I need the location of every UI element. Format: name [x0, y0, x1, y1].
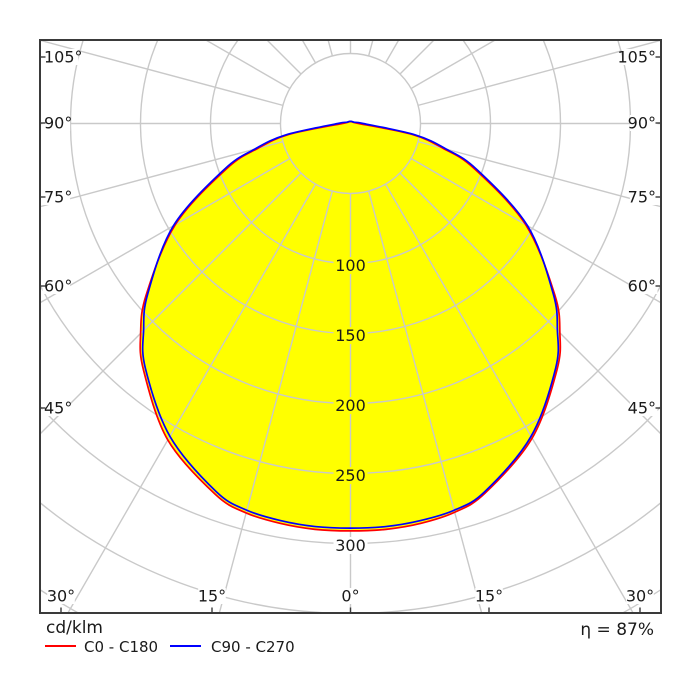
angle-label-bg: [629, 115, 658, 131]
grid-radial-345: [218, 190, 334, 612]
grid-radial-300: [41, 157, 291, 303]
ring-label-bg: [333, 537, 368, 554]
angle-label-left: 45°: [44, 399, 72, 418]
grid-radial-285: [41, 140, 284, 208]
angle-label-left: 105°: [44, 48, 83, 67]
angle-label-bottom: 15°: [475, 587, 503, 606]
ring-label: 150: [335, 326, 366, 345]
angle-label-bottom: 30°: [626, 587, 654, 606]
legend-label-c90-c270: C90 - C270: [211, 638, 295, 656]
grid-radial-165: [367, 41, 374, 57]
curve-c90-c270: [141, 120, 560, 529]
grid-radial-60: [410, 157, 660, 303]
angle-label-left: 90°: [44, 114, 72, 133]
angle-label-bottom: 30°: [47, 587, 75, 606]
angle-label-right: 60°: [628, 277, 656, 296]
angle-label-right: 75°: [628, 188, 656, 207]
grid-radial-30: [384, 183, 634, 612]
legend-label-c0-c180: C0 - C180: [84, 638, 159, 656]
ring-label-bg: [333, 327, 368, 344]
legend-line-c90-c270: [170, 645, 201, 647]
angle-label-right: 45°: [628, 399, 656, 418]
angle-label-bg: [42, 49, 79, 65]
angle-label-bg: [629, 278, 658, 294]
angle-label-bg: [42, 278, 71, 294]
grid-radial-330: [67, 183, 317, 612]
angle-label-bg: [42, 400, 71, 416]
grid-radial-195: [327, 41, 334, 57]
ring-label-bg: [333, 397, 368, 414]
units-label: cd/klm: [46, 618, 103, 638]
grid-radial-15: [367, 190, 483, 612]
angle-label-bg: [42, 115, 71, 131]
angle-label-bg: [42, 189, 71, 205]
angle-label-bg: [340, 588, 361, 604]
ring-label: 300: [335, 536, 366, 555]
ring-label: 200: [335, 396, 366, 415]
grid-radial-315: [41, 172, 302, 434]
plot-border: [39, 39, 662, 614]
angle-label-bg: [626, 588, 654, 604]
angle-label-bg: [629, 189, 658, 205]
angle-label-bg: [621, 49, 658, 65]
grid-radial-255: [41, 41, 284, 107]
angle-label-bg: [198, 588, 226, 604]
grid-radial-105: [417, 41, 660, 107]
light-output-ratio: η = 87%: [580, 620, 654, 640]
angle-label-right: 105°: [617, 48, 656, 67]
ring-label: 100: [335, 256, 366, 275]
angle-label-bottom: 15°: [198, 587, 226, 606]
angle-label-bg: [475, 588, 503, 604]
angle-label-right: 90°: [628, 114, 656, 133]
angle-label-left: 60°: [44, 277, 72, 296]
ring-label-bg: [333, 467, 368, 484]
grid-radial-75: [417, 140, 660, 208]
angle-label-bottom: 0°: [341, 587, 359, 606]
angle-label-left: 75°: [44, 188, 72, 207]
grid-radial-45: [399, 172, 660, 434]
angle-label-bg: [47, 588, 75, 604]
ring-label: 250: [335, 466, 366, 485]
angle-label-bg: [629, 400, 658, 416]
legend-line-c0-c180: [45, 645, 76, 647]
grid-radial-240: [206, 41, 291, 90]
ring-label-bg: [333, 257, 368, 274]
